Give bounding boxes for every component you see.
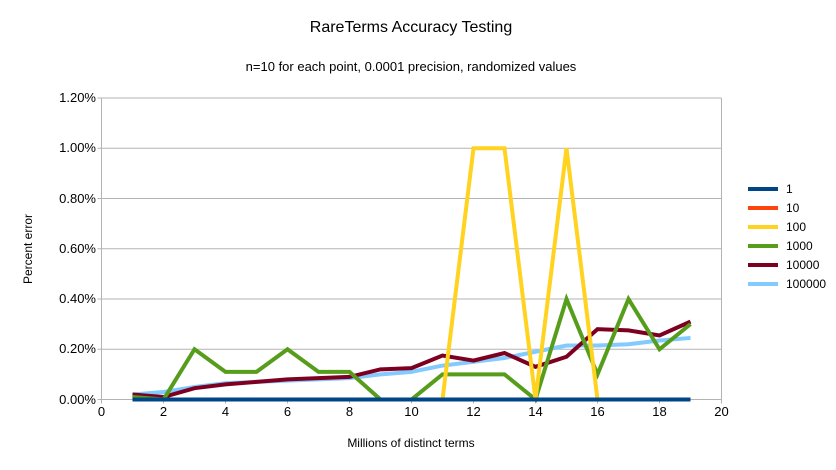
y-tick-label: 0.20% xyxy=(59,341,96,357)
legend-label: 10 xyxy=(786,200,800,215)
series-line-10000 xyxy=(132,319,692,400)
legend-label: 1 xyxy=(786,181,793,196)
x-axis-title: Millions of distinct terms xyxy=(347,436,475,450)
x-tick-label: 8 xyxy=(345,404,354,419)
legend-label: 10000 xyxy=(786,257,820,272)
legend-label: 100 xyxy=(786,219,807,234)
y-tick-label: 0.60% xyxy=(59,240,96,256)
x-tick-label: 18 xyxy=(652,404,667,419)
legend-item-1: 1 xyxy=(748,179,826,198)
x-tick-label: 0 xyxy=(97,404,106,419)
y-tick-label: 1.20% xyxy=(59,90,96,105)
legend-item-1000: 1000 xyxy=(748,236,826,255)
legend-label: 1000 xyxy=(786,238,813,253)
chart-title: RareTerms Accuracy Testing xyxy=(309,19,513,36)
x-tick-label: 20 xyxy=(714,404,729,419)
legend-swatch xyxy=(748,243,778,248)
x-tick-label: 10 xyxy=(404,404,419,419)
legend-label: 100000 xyxy=(786,276,827,291)
chart-subtitle: n=10 for each point, 0.0001 precision, r… xyxy=(245,59,577,74)
y-tick-label: 1.00% xyxy=(59,140,96,156)
legend: 1 10 100 1000 10000 100000 xyxy=(748,179,826,293)
legend-item-10000: 10000 xyxy=(748,255,826,274)
y-tick-label: 0.40% xyxy=(59,291,96,306)
x-tick-label: 4 xyxy=(221,404,230,419)
legend-item-100: 100 xyxy=(748,217,826,236)
legend-item-100000: 100000 xyxy=(748,274,826,293)
x-tick-label: 16 xyxy=(590,404,605,419)
legend-swatch xyxy=(748,186,778,191)
x-tick-label: 12 xyxy=(466,404,481,419)
x-tick-label: 2 xyxy=(159,404,168,419)
legend-item-10: 10 xyxy=(748,198,826,217)
y-tick-label: 0.00% xyxy=(59,391,96,407)
series-line-100 xyxy=(132,146,691,402)
legend-swatch xyxy=(748,224,778,229)
y-tick-label: 0.80% xyxy=(59,190,96,206)
x-tick-label: 14 xyxy=(528,404,543,419)
legend-swatch xyxy=(748,281,778,286)
legend-swatch xyxy=(748,262,778,267)
x-tick-label: 6 xyxy=(283,404,292,419)
legend-swatch xyxy=(748,205,778,210)
